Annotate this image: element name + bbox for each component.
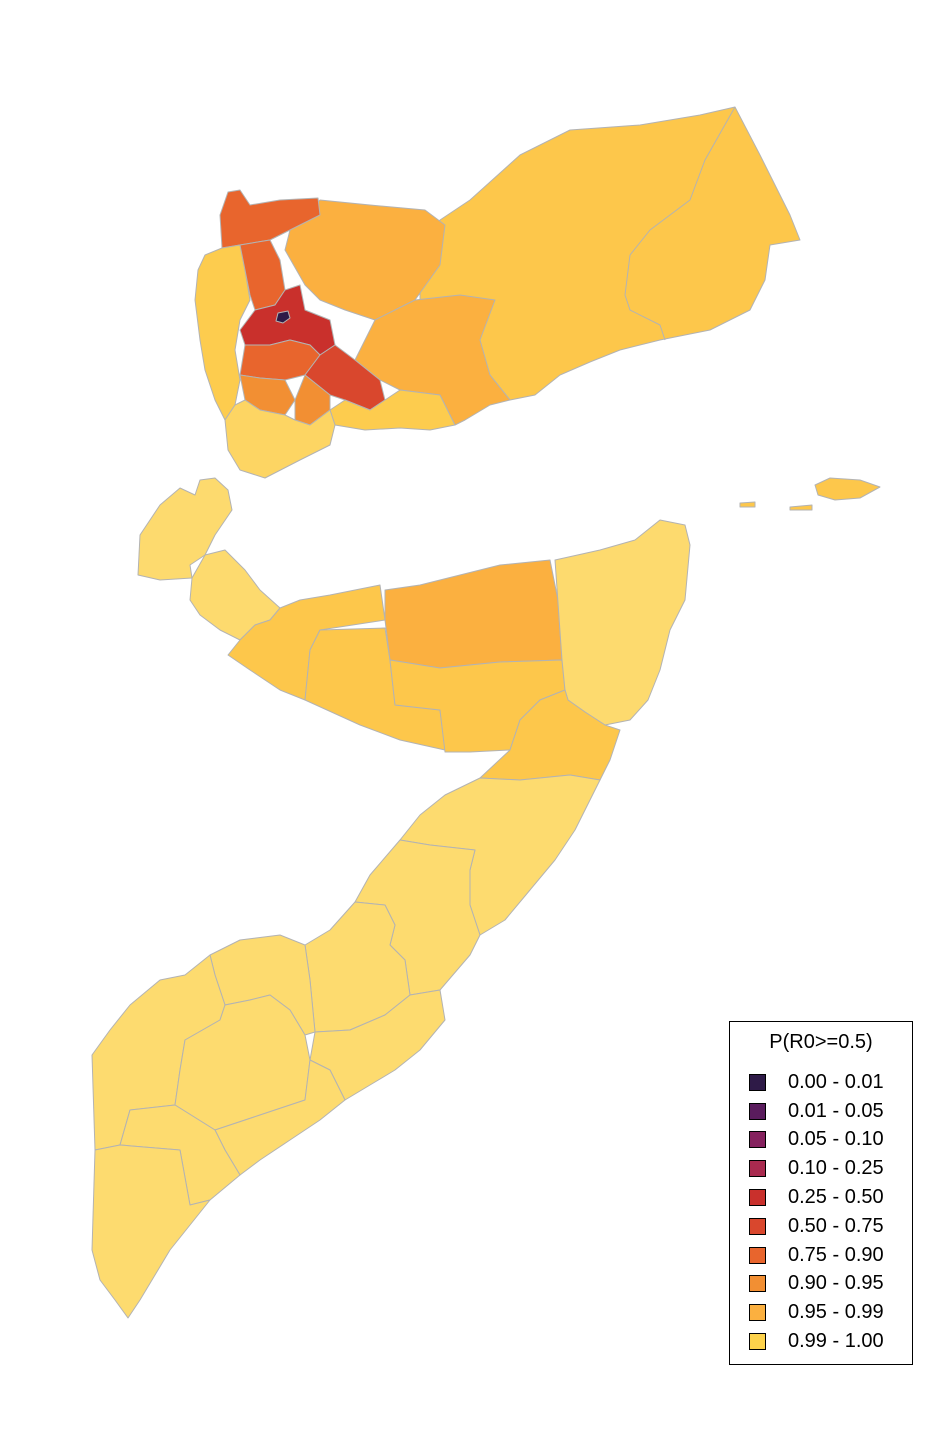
legend-label: 0.01 - 0.05 <box>788 1099 884 1122</box>
region-sanaa-city <box>275 310 291 324</box>
legend-label: 0.99 - 1.00 <box>788 1330 884 1353</box>
somalia-south-regions <box>91 774 601 1319</box>
region-shabwah <box>354 294 511 426</box>
region-lower-shabelle <box>214 1059 346 1176</box>
region-sanaag <box>384 559 563 669</box>
yemen-regions <box>194 106 881 511</box>
legend-item: 0.00 - 0.01 <box>749 1068 884 1097</box>
legend-item: 0.10 - 0.25 <box>749 1154 884 1183</box>
region-mudug <box>399 774 601 936</box>
legend-label: 0.25 - 0.50 <box>788 1186 884 1209</box>
legend-item: 0.05 - 0.10 <box>749 1126 884 1155</box>
region-abyan <box>329 389 456 431</box>
region-saada <box>219 189 321 249</box>
region-djibouti <box>137 477 233 581</box>
legend-label: 0.75 - 0.90 <box>788 1243 884 1266</box>
legend-swatch <box>749 1217 766 1235</box>
legend-item: 0.75 - 0.90 <box>749 1241 884 1270</box>
legend-title: P(R0>=0.5) <box>769 1031 873 1053</box>
legend-items: 0.00 - 0.01 0.01 - 0.05 0.05 - 0.10 0.10 - … <box>749 1068 884 1356</box>
legend-label: 0.10 - 0.25 <box>788 1157 884 1180</box>
legend: P(R0>=0.5) 0.00 - 0.01 0.01 - 0.05 0.05 - … <box>729 1021 913 1365</box>
legend-label: 0.50 - 0.75 <box>788 1214 884 1237</box>
legend-item: 0.90 - 0.95 <box>749 1270 884 1299</box>
legend-item: 0.95 - 0.99 <box>749 1298 884 1327</box>
region-small-islands <box>739 501 813 511</box>
horn-regions <box>137 477 691 781</box>
region-taizz <box>224 399 336 479</box>
legend-swatch <box>749 1073 766 1091</box>
legend-swatch <box>749 1102 766 1120</box>
legend-item: 0.50 - 0.75 <box>749 1212 884 1241</box>
region-woqooyi-galbeed <box>227 584 386 701</box>
legend-item: 0.01 - 0.05 <box>749 1097 884 1126</box>
legend-swatch <box>749 1275 766 1293</box>
legend-label: 0.95 - 0.99 <box>788 1301 884 1324</box>
legend-swatch <box>749 1333 766 1351</box>
region-socotra <box>814 477 881 501</box>
legend-swatch <box>749 1304 766 1322</box>
legend-swatch <box>749 1131 766 1149</box>
legend-label: 0.00 - 0.01 <box>788 1070 884 1093</box>
legend-swatch <box>749 1246 766 1264</box>
legend-swatch <box>749 1160 766 1178</box>
region-lower-juba <box>91 1144 211 1319</box>
region-mahrah-border <box>624 106 736 341</box>
legend-label: 0.90 - 0.95 <box>788 1272 884 1295</box>
legend-item: 0.25 - 0.50 <box>749 1183 884 1212</box>
legend-swatch <box>749 1189 766 1207</box>
region-bari <box>554 519 691 726</box>
legend-label: 0.05 - 0.10 <box>788 1128 884 1151</box>
legend-item: 0.99 - 1.00 <box>749 1327 884 1356</box>
